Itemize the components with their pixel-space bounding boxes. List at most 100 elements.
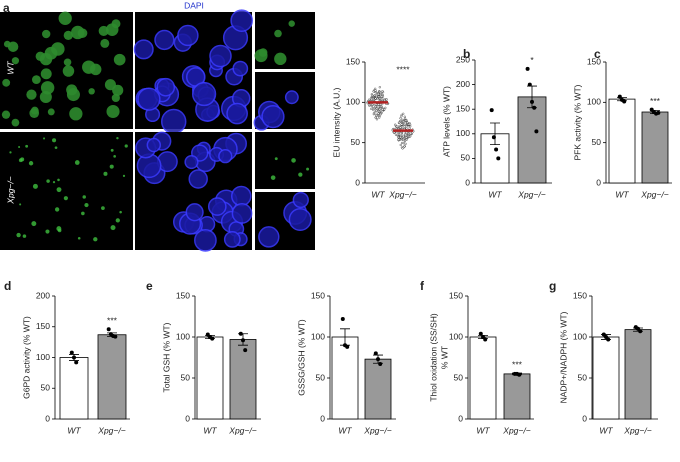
nucleus xyxy=(194,228,217,252)
eu-signal xyxy=(32,183,38,189)
eu-signal xyxy=(46,179,50,183)
data-point xyxy=(483,337,488,342)
data-point xyxy=(241,338,245,343)
significance: * xyxy=(530,55,534,65)
y-tick-label: 150 xyxy=(36,321,50,331)
eu-signal xyxy=(63,30,73,41)
bar xyxy=(641,111,669,184)
data-point xyxy=(74,360,79,365)
x-tick-label: WT xyxy=(615,189,629,199)
micrograph xyxy=(0,132,133,250)
y-axis-label: PFK activity (% WT) xyxy=(572,84,582,160)
eu-signal xyxy=(81,211,85,216)
data-point xyxy=(532,105,537,110)
data-point xyxy=(491,135,496,140)
eu-signal xyxy=(56,187,62,193)
x-tick-label: WT xyxy=(488,189,502,199)
jitter xyxy=(379,91,382,95)
jitter xyxy=(377,105,380,108)
eu-signal xyxy=(82,195,86,199)
eu-signal xyxy=(45,229,50,234)
x-tick-label: Xpg−/− xyxy=(363,425,391,435)
panel-letter: f xyxy=(420,279,425,293)
y-tick-label: 0 xyxy=(45,413,50,423)
y-tick-label: 250 xyxy=(456,54,470,64)
y-tick-label: 0 xyxy=(355,177,360,187)
data-point xyxy=(489,108,494,113)
x-tick-label: Xpg−/− xyxy=(502,425,530,435)
panel-letter: g xyxy=(549,279,556,293)
eu-signal xyxy=(288,20,295,27)
jitter xyxy=(409,134,412,138)
jitter xyxy=(403,125,406,128)
jitter xyxy=(375,118,379,121)
eu-signal xyxy=(3,40,11,48)
jitter xyxy=(396,125,399,128)
y-tick-label: 50 xyxy=(454,372,464,382)
eu-signal xyxy=(101,206,105,211)
eu-signal xyxy=(116,136,119,140)
data-point xyxy=(243,348,248,353)
bar xyxy=(503,373,531,420)
eu-signal xyxy=(40,81,55,95)
y-axis-label: % WT xyxy=(439,346,449,369)
data-point xyxy=(527,82,532,87)
data-point xyxy=(373,351,378,356)
y-axis-label: Thiol oxidation (SS/SH) xyxy=(428,313,438,402)
y-tick-label: 0 xyxy=(458,413,463,423)
y-tick-label: 150 xyxy=(449,290,463,300)
eu-signal xyxy=(111,93,120,103)
bar xyxy=(229,339,257,420)
eu-signal xyxy=(122,174,126,178)
eu-signal xyxy=(105,23,119,36)
nucleus xyxy=(231,203,253,224)
x-tick-label: WT xyxy=(67,425,81,435)
eu-signal xyxy=(93,237,98,242)
jitter xyxy=(381,110,384,113)
jitter xyxy=(400,113,403,117)
eu-signal xyxy=(274,29,282,38)
y-tick-label: 0 xyxy=(185,413,190,423)
nucleus xyxy=(161,108,187,135)
data-point xyxy=(238,331,243,336)
data-point xyxy=(478,331,483,336)
jitter xyxy=(378,108,381,111)
eu-signal xyxy=(51,42,65,56)
y-tick-label: 150 xyxy=(311,290,325,300)
jitter xyxy=(380,95,383,98)
data-point xyxy=(72,355,76,360)
eu-signal xyxy=(258,48,268,57)
jitter xyxy=(378,86,381,89)
jitter xyxy=(374,105,377,108)
eu-signal xyxy=(25,144,29,148)
jitter xyxy=(402,138,405,141)
eu-signal xyxy=(104,79,116,91)
bar xyxy=(59,357,89,420)
jitter xyxy=(383,99,386,102)
eu-signal xyxy=(84,202,89,208)
y-axis-label: EU intensity (A.U.) xyxy=(331,87,341,157)
nucleus xyxy=(184,154,199,170)
y-tick-label: 150 xyxy=(587,56,601,66)
jitter xyxy=(381,108,384,111)
y-tick-label: 0 xyxy=(582,413,587,423)
significance: *** xyxy=(512,359,523,369)
y-tick-label: 50 xyxy=(181,372,191,382)
eu-signal xyxy=(31,221,37,227)
row-label: Xpg−/− xyxy=(5,176,15,204)
x-tick-label: Xpg−/− xyxy=(97,425,125,435)
eu-signal xyxy=(100,38,110,48)
jitter xyxy=(403,139,407,142)
jitter xyxy=(406,121,409,124)
eu-signal xyxy=(39,52,53,66)
y-tick-label: 50 xyxy=(461,153,471,163)
jitter xyxy=(399,126,402,129)
jitter xyxy=(375,114,378,117)
eu-signal xyxy=(71,25,85,40)
y-tick-label: 100 xyxy=(456,128,470,138)
data-point xyxy=(530,99,534,104)
jitter xyxy=(403,145,406,148)
eu-signal xyxy=(58,11,72,25)
jitter xyxy=(403,115,406,118)
eu-signal xyxy=(106,104,120,119)
